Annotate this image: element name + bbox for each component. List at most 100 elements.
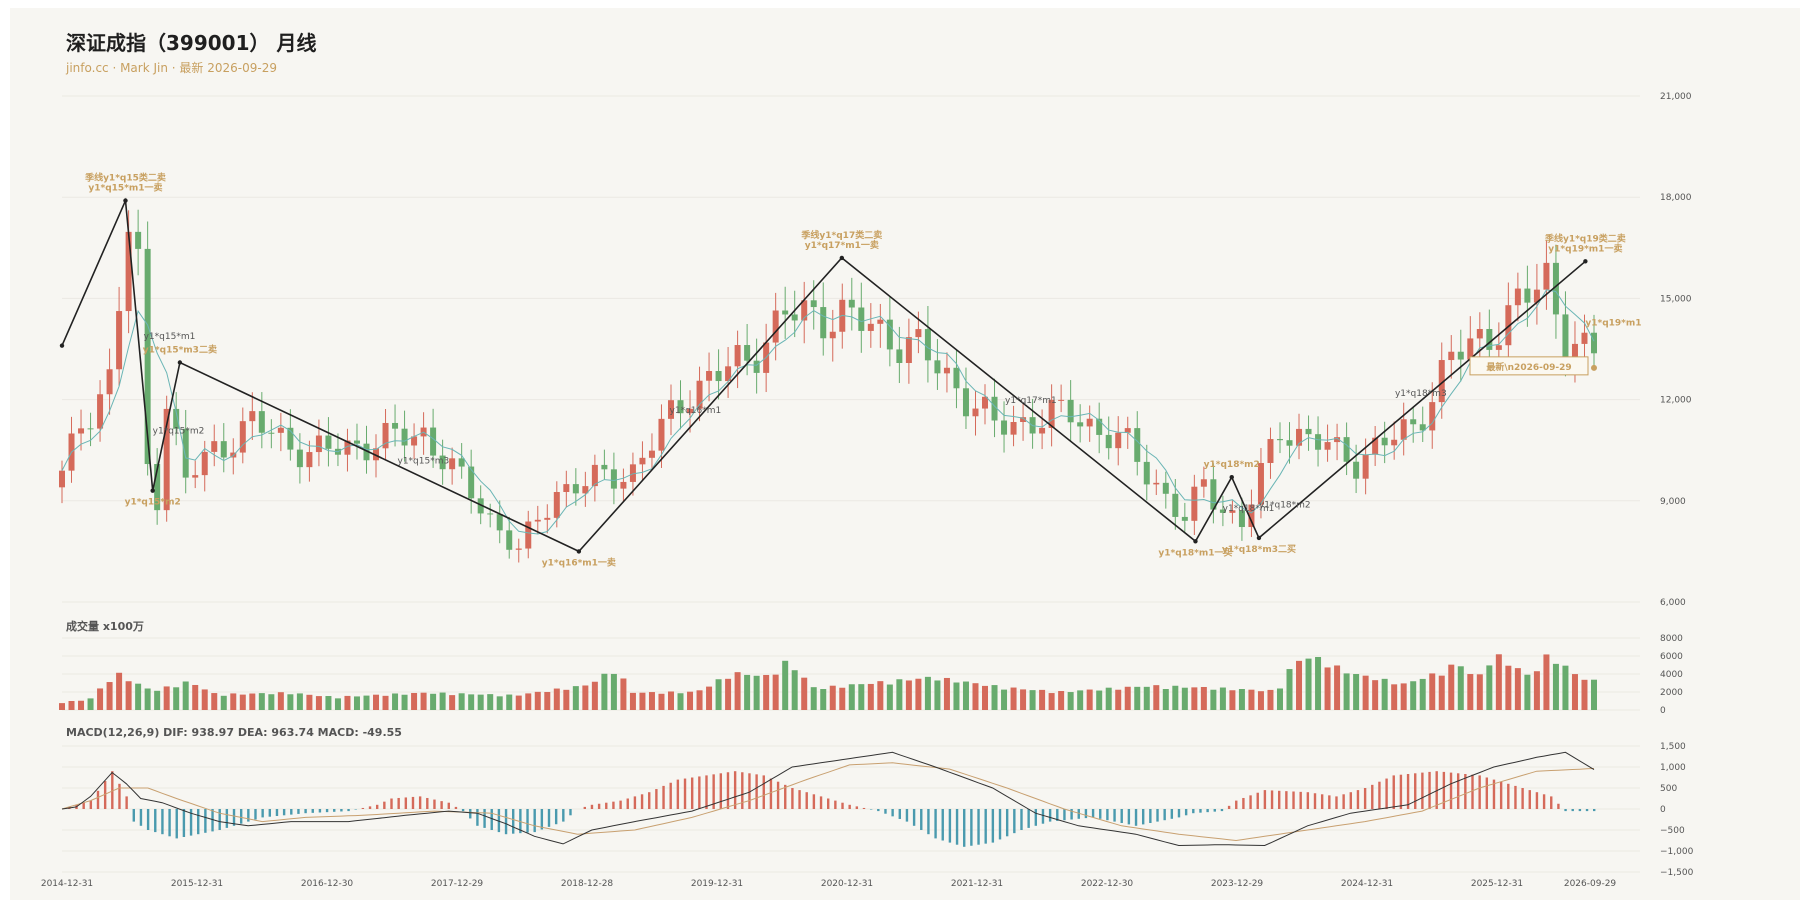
candle-body (905, 337, 912, 364)
zigzag-vertex (123, 198, 128, 203)
macd-histogram-bar (1220, 809, 1224, 812)
zigzag-annotation: y1*q19*m1 (1585, 318, 1641, 328)
macd-histogram-bar (1485, 777, 1489, 809)
candle-body (1286, 440, 1293, 446)
volume-bar (59, 703, 65, 710)
volume-bar (639, 692, 646, 710)
macd-histogram-bar (1213, 809, 1216, 812)
candle-body (1362, 454, 1369, 479)
candle-body (677, 400, 684, 414)
macd-histogram-bar (390, 798, 393, 809)
candle-body (1020, 417, 1027, 423)
volume-bar (1181, 687, 1188, 710)
zigzag-annotation: y1*q18*m1一买 (1158, 547, 1232, 558)
macd-histogram-bar (526, 809, 529, 833)
volume-bar (1286, 669, 1293, 710)
macd-histogram-bar (1134, 809, 1138, 826)
macd-histogram-bar (619, 800, 622, 809)
volume-bar (658, 693, 665, 710)
macd-histogram-bar (1478, 775, 1481, 809)
volume-bar (715, 679, 722, 710)
date-tick-label: 2014-12-31 (41, 879, 93, 889)
volume-bar (1562, 665, 1569, 710)
volume-bar (572, 686, 579, 710)
volume-bar (1543, 654, 1550, 710)
candle-body (972, 408, 979, 417)
macd-histogram-bar (1349, 792, 1352, 809)
macd-tick-label: 1,000 (1660, 763, 1686, 773)
macd-histogram-bar (1371, 784, 1374, 809)
volume-bar (1476, 674, 1483, 710)
volume-panel-label: 成交量 x100万 (66, 620, 144, 633)
volume-bar (334, 698, 341, 710)
date-tick-label: 2018-12-28 (561, 879, 614, 889)
macd-histogram-bar (311, 809, 314, 813)
volume-bar (1514, 668, 1521, 710)
candle-body (820, 307, 827, 339)
macd-histogram-bar (1270, 790, 1274, 809)
volume-bar (1448, 664, 1455, 710)
macd-histogram-bar (290, 809, 293, 815)
volume-bar (763, 674, 770, 710)
zigzag-annotation: 季线y1*q15类二卖 (84, 172, 166, 184)
candles-group (59, 209, 1597, 563)
macd-histogram-bar (146, 809, 150, 830)
volume-bar (915, 678, 922, 710)
candle-body (220, 441, 227, 458)
macd-histogram-bar (877, 809, 880, 812)
macd-histogram-bar (1091, 809, 1095, 818)
volume-bar (487, 694, 494, 710)
macd-histogram-bar (869, 809, 873, 810)
candle-body (411, 436, 418, 446)
macd-histogram-bar (404, 797, 408, 809)
macd-histogram-bar (261, 809, 264, 818)
candle-body (829, 331, 836, 339)
volume-bar (1010, 687, 1017, 710)
macd-histogram-bar (1034, 809, 1038, 826)
volume-bar (1505, 665, 1512, 710)
price-tick-label: 18,000 (1660, 193, 1692, 203)
macd-histogram-bar (1070, 809, 1073, 820)
volume-bar (1410, 681, 1417, 710)
date-tick-label: 2026-09-29 (1564, 879, 1617, 889)
macd-histogram-bar (1385, 778, 1388, 809)
zigzag-vertex (59, 343, 65, 348)
macd-histogram-bar (827, 798, 830, 809)
macd-histogram-bar (1356, 790, 1360, 809)
candle-body (1296, 428, 1303, 446)
volume-bar (810, 687, 817, 710)
date-tick-label: 2019-12-31 (691, 879, 743, 889)
candle-body (1391, 439, 1398, 446)
macd-histogram-bar (640, 794, 644, 809)
macd-histogram-bar (955, 809, 959, 845)
macd-histogram-bar (533, 809, 536, 833)
macd-histogram-bar (1578, 809, 1582, 812)
volume-bar (782, 660, 789, 710)
macd-histogram-bar (905, 809, 909, 822)
volume-tick-label: 2000 (1660, 688, 1683, 698)
macd-histogram-bar (583, 806, 586, 809)
macd-histogram-bar (361, 807, 365, 809)
zigzag-annotation: y1*q16*m1 (670, 406, 722, 416)
macd-histogram-bar (519, 809, 522, 834)
candle-body (116, 311, 123, 370)
volume-bar (896, 679, 903, 710)
macd-histogram-bar (927, 809, 930, 835)
candle-body (782, 310, 789, 315)
macd-tick-label: 0 (1660, 805, 1666, 815)
macd-histogram-bar (1005, 809, 1009, 837)
volume-bar (1381, 678, 1388, 710)
candle-body (725, 366, 732, 382)
candle-body (1267, 439, 1274, 463)
candle-body (449, 458, 456, 470)
macd-histogram-bar (855, 806, 859, 809)
candle-body (87, 428, 94, 430)
macd-histogram-bar (1571, 809, 1574, 812)
candle-body (1591, 332, 1597, 354)
candle-body (1229, 510, 1236, 513)
candle-body (439, 455, 446, 470)
volume-bar (1039, 689, 1046, 710)
candle-body (1533, 289, 1540, 303)
macd-histogram-bar (1557, 803, 1560, 809)
candle-body (315, 435, 322, 453)
